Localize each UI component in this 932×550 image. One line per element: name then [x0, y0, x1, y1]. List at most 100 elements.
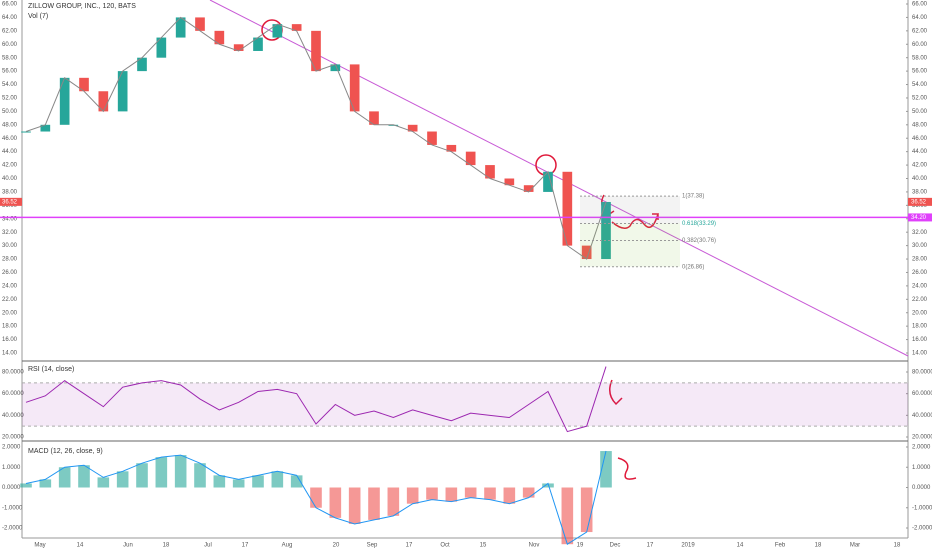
y-tick-label: 66.00 [2, 2, 18, 8]
y-tick-label: 16.00 [2, 337, 18, 343]
y-tick-label: 20.0000 [912, 435, 932, 441]
y-tick-label: 46.00 [912, 136, 928, 142]
macd-bar [484, 487, 496, 500]
date-label: 17 [647, 543, 654, 549]
y-tick-label: 30.00 [912, 243, 928, 249]
y-tick-label: 36.00 [2, 203, 18, 209]
candle [523, 185, 534, 192]
date-label: 18 [163, 543, 170, 549]
y-tick-label: 48.00 [2, 122, 18, 128]
y-tick-label: 80.0000 [2, 370, 24, 376]
y-tick-label: 38.00 [2, 190, 18, 196]
macd-bar [348, 487, 361, 524]
y-tick-label: 40.0000 [912, 413, 932, 419]
candle [349, 64, 360, 112]
date-label: 20 [333, 543, 340, 549]
candle [311, 30, 321, 72]
y-tick-label: 64.00 [2, 15, 18, 21]
macd-bar [426, 487, 438, 500]
y-tick-label: 46.00 [2, 136, 18, 142]
macd-bar [329, 487, 342, 518]
y-tick-label: 24.00 [912, 283, 928, 289]
y-tick-label: 22.00 [2, 297, 18, 303]
rsi-band [22, 382, 908, 427]
y-tick-label: 40.0000 [2, 413, 24, 419]
macd-bar [20, 483, 32, 488]
macd-bar [58, 467, 71, 488]
candle [214, 30, 225, 45]
date-label: 18 [894, 543, 901, 549]
y-tick-label: -2.0000 [2, 526, 23, 532]
date-label: May [34, 543, 45, 549]
candle [156, 37, 167, 58]
y-tick-label: 48.00 [912, 122, 928, 128]
candle [407, 124, 418, 132]
macd-bar [310, 487, 322, 508]
y-tick-label: 50.00 [912, 109, 928, 115]
y-tick-label: 24.00 [2, 283, 18, 289]
y-tick-label: 30.00 [2, 243, 18, 249]
y-tick-label: 32.00 [2, 230, 18, 236]
macd-bar [542, 483, 554, 488]
level-label: 34.20 [911, 215, 927, 221]
y-tick-label: 38.00 [912, 190, 928, 196]
y-tick-label: 42.00 [912, 163, 928, 169]
rsi-line [25, 366, 607, 433]
macd-bar [136, 463, 148, 488]
y-tick-label: 52.00 [912, 96, 928, 102]
rsi-label: RSI (14, close) [28, 366, 74, 373]
fib-label: 1(37.38) [682, 194, 704, 200]
macd-bar [445, 487, 458, 502]
y-tick-label: 16.00 [912, 337, 928, 343]
last-tag [908, 197, 932, 206]
y-tick-label: 34.00 [2, 216, 18, 222]
y-tick-label: 40.00 [2, 176, 18, 182]
candle [137, 57, 147, 72]
y-tick-label: 20.00 [2, 310, 18, 316]
macd-bar [39, 479, 52, 488]
y-tick-label: 62.00 [912, 28, 928, 34]
y-tick-label: 64.00 [912, 15, 928, 21]
trend-line [209, 0, 909, 357]
candle [79, 77, 89, 92]
candle [233, 44, 244, 51]
y-tick-label: 36.00 [912, 203, 928, 209]
macd-bar [174, 455, 187, 488]
fib-label: 0.618(33.29) [682, 221, 716, 227]
last-tag [0, 197, 22, 206]
y-tick-label: 44.00 [2, 149, 18, 155]
macd-bar [464, 487, 477, 498]
date-label: 19 [577, 543, 584, 549]
y-tick-label: 18.00 [912, 324, 928, 330]
candle [117, 71, 128, 112]
y-tick-label: 42.00 [2, 163, 18, 169]
macd-bar [213, 475, 226, 488]
candle [40, 124, 51, 132]
y-tick-label: 58.00 [912, 55, 928, 61]
y-tick-label: 60.00 [912, 42, 928, 48]
macd-bar [232, 479, 245, 488]
level-tag [908, 213, 932, 222]
y-tick-label: 26.00 [912, 270, 928, 276]
y-tick-label: 32.00 [912, 230, 928, 236]
candle [59, 77, 70, 125]
y-tick-label: 66.00 [912, 2, 928, 8]
macd-bar [271, 471, 284, 488]
candle [581, 245, 592, 260]
candle [21, 131, 31, 133]
candle [562, 171, 573, 246]
date-label: 14 [737, 543, 744, 549]
y-tick-label: -2.0000 [912, 526, 932, 532]
vol-label: Vol (7) [28, 13, 48, 20]
date-label: 18 [815, 543, 822, 549]
candle [330, 64, 341, 72]
candle [465, 151, 476, 166]
macd-bar [561, 487, 574, 545]
macd-bar [116, 471, 129, 488]
last-label: 36.52 [911, 199, 927, 205]
title: ZILLOW GROUP, INC., 120, BATS [28, 3, 136, 10]
date-label: 14 [77, 543, 84, 549]
date-label: 17 [406, 543, 413, 549]
